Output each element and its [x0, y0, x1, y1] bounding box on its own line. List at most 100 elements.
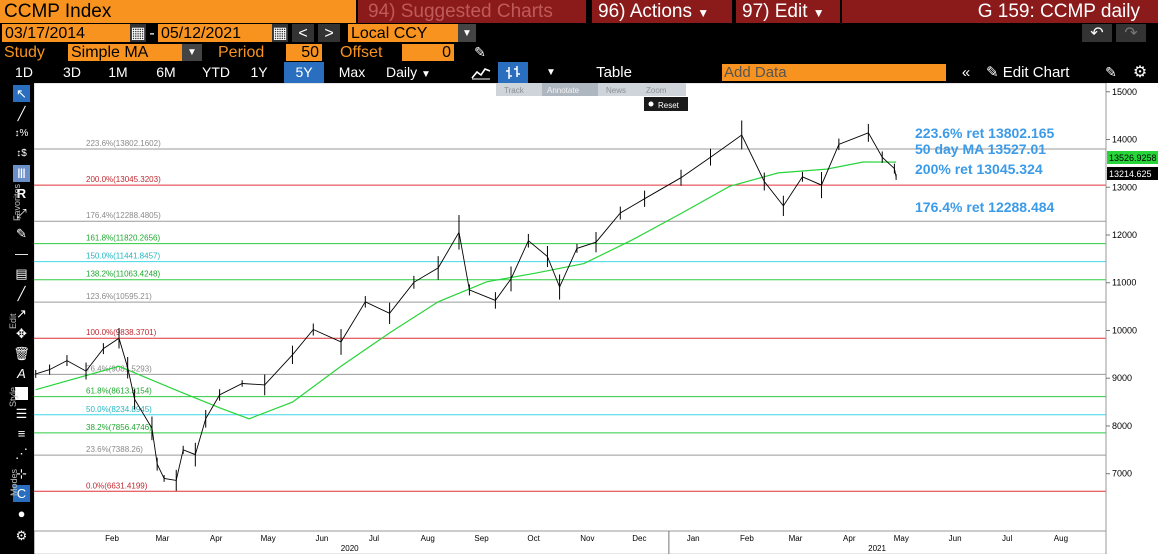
study-select[interactable]: Simple MA: [68, 44, 182, 61]
calendar-icon[interactable]: ▦: [272, 24, 288, 42]
currency-select[interactable]: Local CCY: [348, 24, 458, 42]
y-tick-label: 13000: [1112, 182, 1137, 192]
annotation-label[interactable]: 200% ret 13045.324: [915, 161, 1043, 177]
y-tick-label: 12000: [1112, 230, 1137, 240]
palette-icon[interactable]: ●: [17, 506, 26, 521]
annotation-label[interactable]: 176.4% ret 12288.484: [915, 199, 1055, 215]
fib-lines: 223.6%(13802.1602) 200.0%(13045.3203) 176.…: [34, 139, 1106, 492]
track-button[interactable]: Track: [504, 86, 525, 95]
year-label: 2021: [868, 544, 886, 553]
y-tick-label: 9000: [1112, 373, 1132, 383]
calendar-icon[interactable]: ▦: [130, 24, 146, 42]
period-label: Period: [218, 44, 265, 61]
price-chart[interactable]: 223.6%(13802.1602) 200.0%(13045.3203) 176.…: [34, 83, 1158, 554]
move-icon[interactable]: ✥: [16, 326, 27, 341]
title-bar: CCMP Index 94) Suggested Charts 96) Acti…: [0, 0, 1158, 23]
edit-box-icon[interactable]: ✎: [1105, 64, 1117, 80]
offset-input[interactable]: 0: [402, 44, 454, 61]
favorites-label: Favorites: [12, 183, 22, 221]
reset-dot-icon: [648, 101, 654, 107]
line-width-icon[interactable]: ≡: [17, 426, 26, 441]
frequency-select[interactable]: Daily ▼: [378, 62, 450, 83]
collapse-icon[interactable]: «: [961, 64, 971, 81]
channel-tool-icon[interactable]: ▤: [15, 266, 28, 281]
chevron-down-icon[interactable]: ▼: [458, 24, 476, 42]
prev-arrow-icon[interactable]: <: [292, 24, 314, 42]
fib-label: 76.4%(9081.5293): [86, 364, 152, 373]
cursor-icon[interactable]: ↖: [13, 85, 30, 102]
chevron-down-icon: ▼: [421, 69, 431, 80]
pen-tool-icon[interactable]: ✎: [16, 226, 27, 241]
period-button-1y[interactable]: 1Y: [250, 64, 268, 80]
mode-icon[interactable]: C: [13, 485, 30, 502]
table-button[interactable]: Table: [596, 64, 632, 81]
start-date-input[interactable]: 03/17/2014: [2, 24, 130, 42]
trend-tool-icon[interactable]: ⤢: [16, 206, 27, 221]
edit-menu[interactable]: 97) Edit ▼: [736, 0, 840, 23]
suggested-charts-button[interactable]: 94) Suggested Charts: [358, 0, 586, 23]
x-tick-label: Feb: [740, 534, 754, 543]
fib-label: 123.6%(10595.21): [86, 292, 152, 301]
line-chart-icon[interactable]: [466, 62, 496, 83]
period-button-ytd[interactable]: YTD: [202, 64, 230, 80]
period-button-5y[interactable]: 5Y: [284, 62, 324, 83]
reset-button-bg: [644, 97, 688, 111]
fib-label: 176.4%(12288.4805): [86, 211, 161, 220]
fib-label: 138.2%(11063.4248): [86, 270, 160, 279]
period-input[interactable]: 50: [286, 44, 322, 61]
dollar-tool-icon[interactable]: ↕$: [16, 148, 27, 159]
x-tick-label: Jul: [369, 534, 379, 543]
x-tick-label: May: [894, 534, 909, 543]
chevron-down-icon[interactable]: ▼: [546, 67, 556, 78]
chevron-down-icon[interactable]: ▼: [182, 44, 202, 61]
end-date-input[interactable]: 05/12/2021: [158, 24, 272, 42]
period-button-max[interactable]: Max: [338, 64, 366, 80]
annotate-button[interactable]: Annotate: [547, 86, 580, 95]
fill-color-icon[interactable]: [13, 385, 30, 402]
fib-label: 0.0%(6631.4199): [86, 481, 148, 490]
fib-label: 38.2%(7856.4746): [86, 423, 152, 432]
period-button-1m[interactable]: 1M: [108, 64, 128, 80]
ma-line: [35, 161, 897, 420]
settings-gear-icon[interactable]: ⚙: [1132, 64, 1148, 81]
annotation-label[interactable]: 223.6% ret 13802.165: [915, 125, 1055, 141]
crosshair-icon[interactable]: ⊹: [16, 466, 27, 481]
drawing-tools-sidebar: ↖ ╱ ↕% ↕$ Ⅲ R ⤢ ✎ — ▤ ╱ ↗ ✥ 🗑 A ☰ ≡ ⋰ ⊹ …: [0, 83, 34, 554]
delete-icon[interactable]: 🗑: [13, 346, 30, 361]
settings-gear-icon[interactable]: ⚙: [15, 528, 28, 543]
pencil-icon[interactable]: ✎: [474, 44, 486, 60]
last-value-bg: [1107, 151, 1158, 164]
fib-tool-icon[interactable]: Ⅲ: [13, 165, 30, 182]
zoom-button[interactable]: Zoom: [646, 86, 667, 95]
text-style-icon[interactable]: A: [17, 366, 26, 381]
horizontal-line-icon[interactable]: —: [15, 246, 28, 261]
price-series: [35, 120, 897, 491]
next-arrow-icon[interactable]: >: [318, 24, 340, 42]
actions-menu[interactable]: 96) Actions ▼: [592, 0, 732, 23]
annotation-label[interactable]: 50 day MA 13527.01: [915, 141, 1046, 157]
x-tick-label: Jun: [315, 534, 328, 543]
annotate-highlight: [542, 83, 598, 96]
line-style-icon[interactable]: ☰: [15, 406, 28, 421]
period-button-1d[interactable]: 1D: [15, 64, 33, 80]
edit-chart-button[interactable]: ✎ Edit Chart: [984, 62, 1094, 83]
draw-tool-icon[interactable]: ╱: [17, 286, 26, 301]
reset-button[interactable]: Reset: [658, 101, 680, 110]
retracement-tool-icon[interactable]: R: [16, 186, 27, 201]
style-section-label: Style: [8, 386, 18, 407]
percent-tool-icon[interactable]: ↕%: [14, 128, 29, 139]
y-tick-label: 11000: [1112, 278, 1136, 288]
news-button[interactable]: News: [606, 86, 626, 95]
period-button-3d[interactable]: 3D: [63, 64, 81, 80]
redo-icon[interactable]: ↷: [1116, 24, 1146, 42]
undo-icon[interactable]: ↶: [1082, 24, 1112, 42]
arrow-tool-icon[interactable]: ↗: [16, 306, 27, 321]
dash-style-icon[interactable]: ⋰: [15, 446, 28, 461]
security-field[interactable]: CCMP Index: [0, 0, 356, 23]
add-data-input[interactable]: Add Data: [722, 64, 946, 81]
bar-chart-icon[interactable]: [498, 62, 528, 83]
y-tick-label: 14000: [1112, 135, 1137, 145]
line-tool-icon[interactable]: ╱: [17, 106, 26, 121]
edit-chart-label: Edit Chart: [1002, 64, 1070, 81]
period-button-6m[interactable]: 6M: [156, 64, 176, 80]
